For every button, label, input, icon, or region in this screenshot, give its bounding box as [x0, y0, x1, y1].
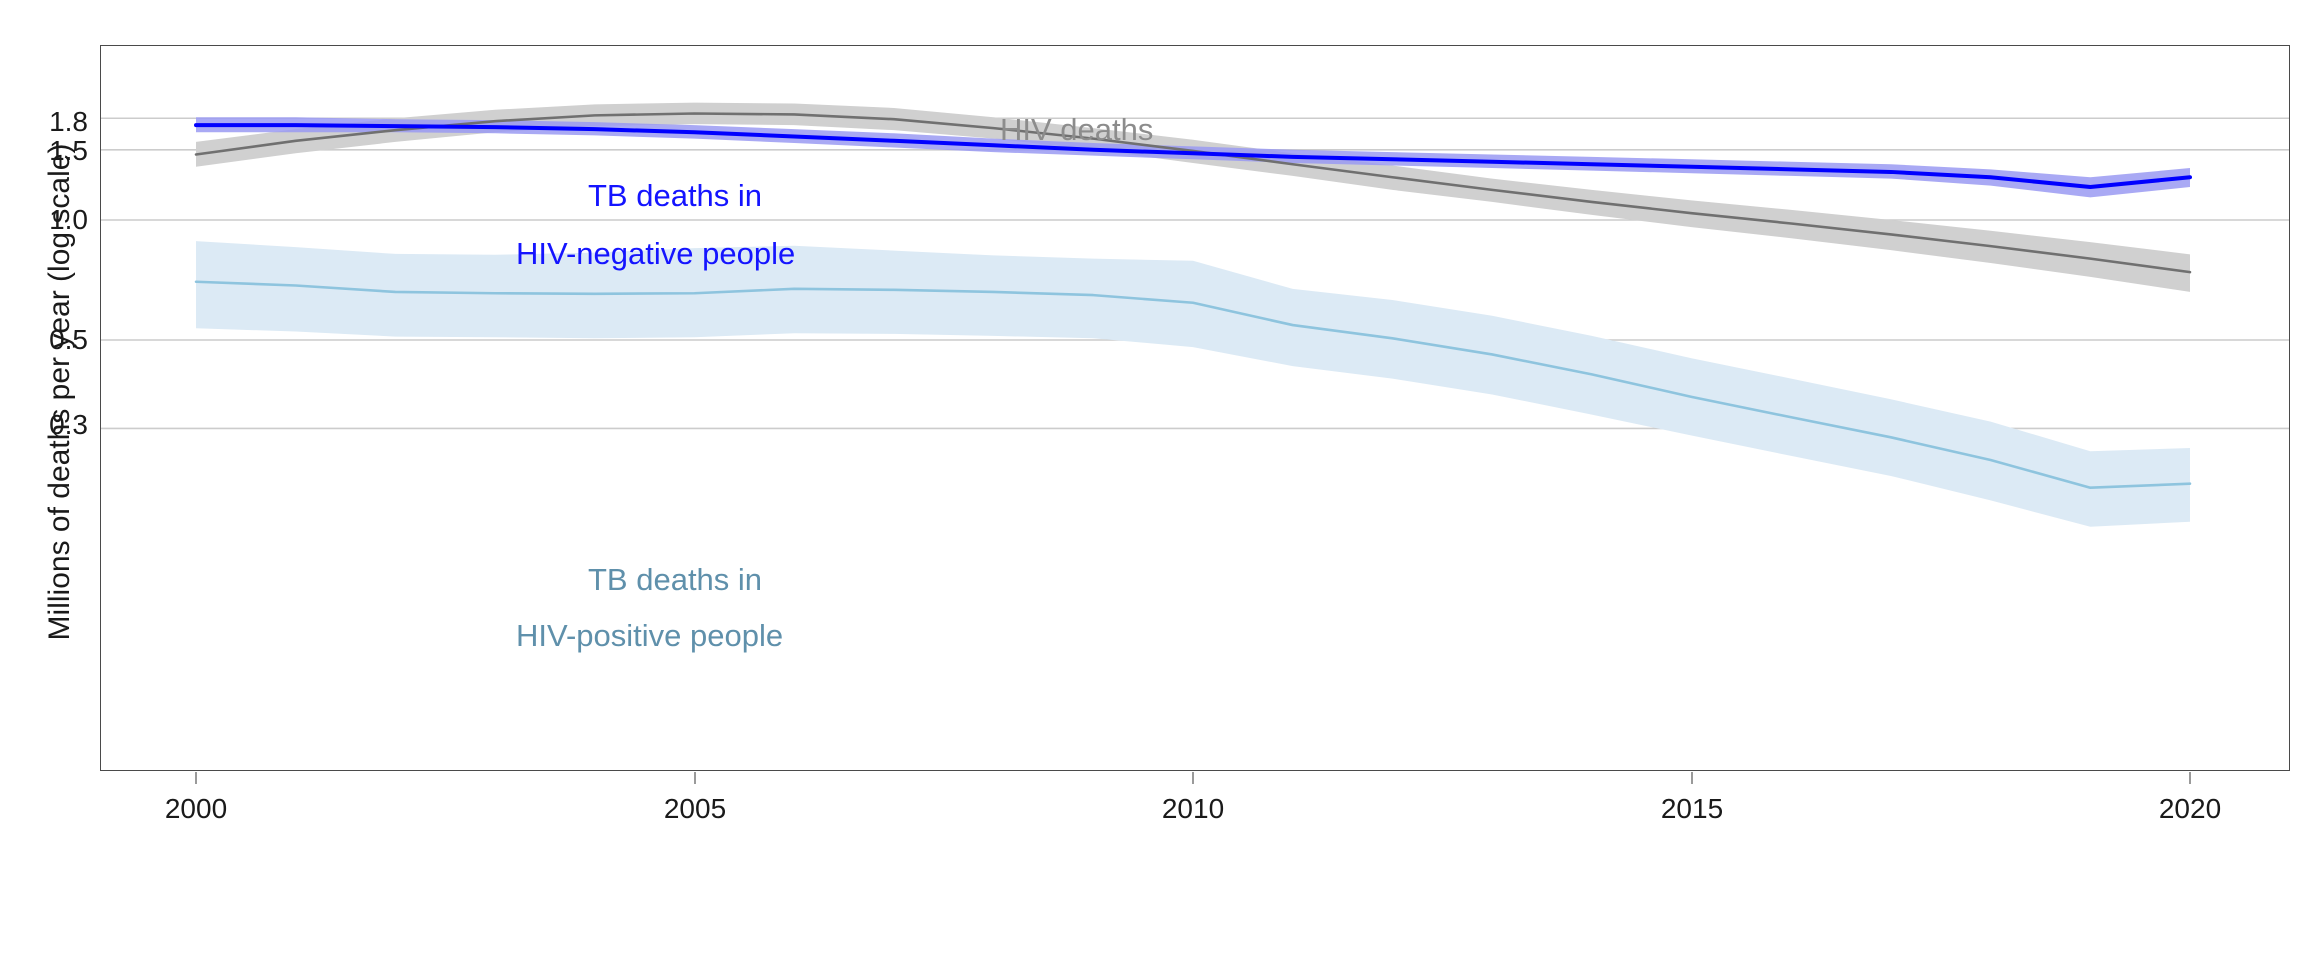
x-tick-mark — [1192, 772, 1194, 784]
x-tick-label: 2010 — [1161, 793, 1225, 824]
y-tick-label: 1.0 — [49, 204, 88, 235]
x-tick-label: 2005 — [663, 793, 727, 824]
x-tick-mark — [694, 772, 696, 784]
annotation-tb-hiv-positive-line2: HIV-positive people — [516, 618, 784, 653]
y-tick-label: 0.5 — [49, 324, 88, 355]
y-tick-label: 0.3 — [49, 409, 88, 440]
x-tick-mark — [2189, 772, 2191, 784]
x-tick-mark — [1691, 772, 1693, 784]
x-tick-label: 2020 — [2158, 793, 2222, 824]
annotation-tb-hiv-negative-line2: HIV-negative people — [516, 236, 796, 271]
x-axis-tick-labels: 2000 2005 2010 2015 2020 — [0, 793, 2304, 843]
y-tick-label: 1.8 — [49, 106, 88, 137]
plot-area-border — [100, 45, 2290, 771]
x-tick-label: 2015 — [1660, 793, 1724, 824]
y-axis-tick-labels: 1.8 1.5 1.0 0.5 0.3 — [0, 0, 88, 960]
annotation-hiv-deaths: HIV deaths — [1000, 112, 1154, 147]
x-tick-mark — [195, 772, 197, 784]
y-tick-label: 1.5 — [49, 135, 88, 166]
annotation-tb-hiv-negative-line1: TB deaths in — [588, 178, 763, 213]
annotation-tb-hiv-positive-line1: TB deaths in — [588, 562, 763, 597]
x-tick-label: 2000 — [164, 793, 228, 824]
